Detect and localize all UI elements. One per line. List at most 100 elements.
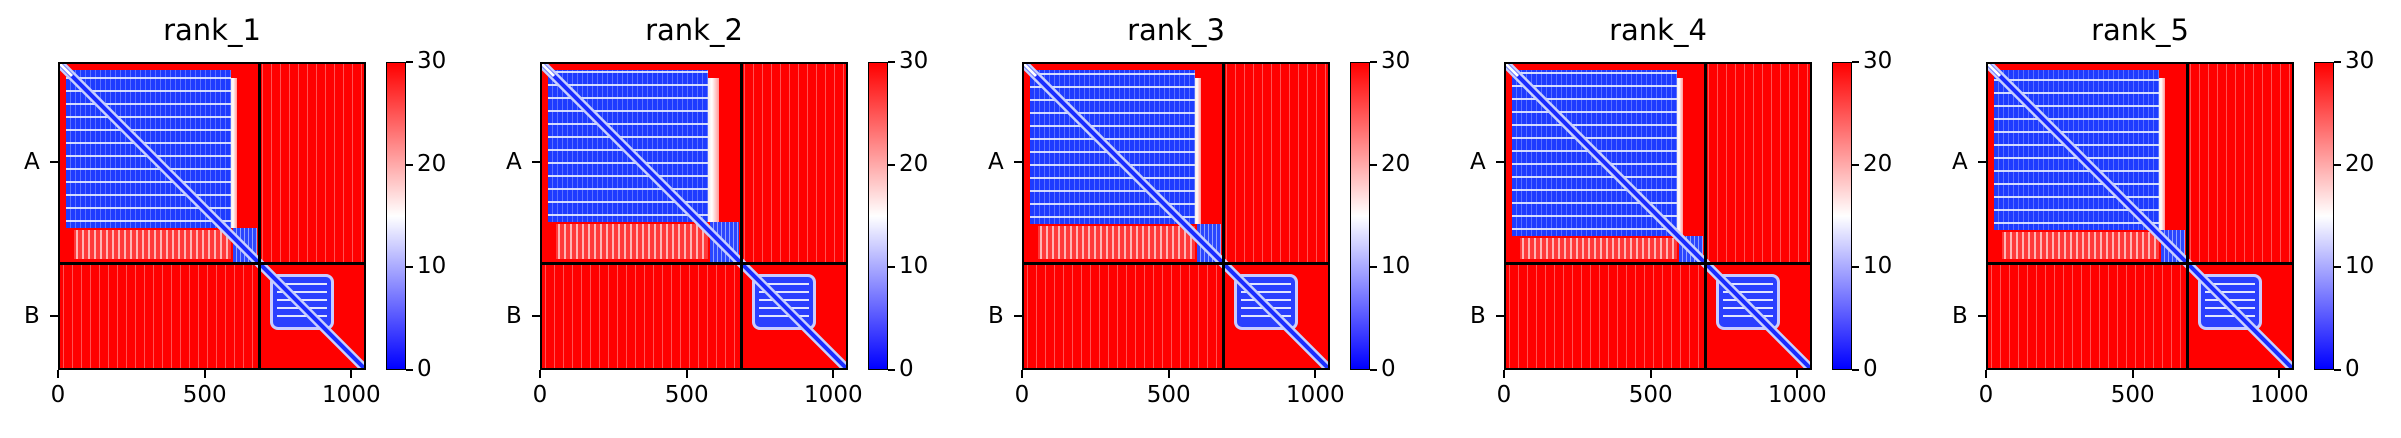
colorbar-tick-label: 30 <box>1863 48 1893 74</box>
xtick-label: 500 <box>1146 382 1191 408</box>
panel-title: rank_2 <box>645 13 743 47</box>
heatmap-block-a-b <box>1705 64 1810 264</box>
heatmap-band-chain-a <box>1677 78 1684 236</box>
ytick-label: B <box>1470 302 1486 329</box>
colorbar <box>386 62 406 370</box>
heatmap <box>58 62 366 370</box>
chain-divider-vertical <box>257 64 261 368</box>
xtick-label: 1000 <box>1286 382 1345 408</box>
xtick-label: 0 <box>1978 382 1994 408</box>
ytick-mark <box>1496 314 1504 317</box>
heatmap <box>540 62 848 370</box>
ytick-mark <box>1978 314 1986 317</box>
colorbar-tick-label: 20 <box>1863 150 1893 177</box>
colorbar <box>1350 62 1370 370</box>
xtick-mark <box>1503 370 1505 378</box>
colorbar-tick <box>406 163 413 166</box>
ytick-label: A <box>24 148 40 175</box>
xtick-mark <box>2131 370 2134 378</box>
colorbar <box>2314 62 2334 370</box>
colorbar-tick <box>1370 163 1377 166</box>
xtick-label: 0 <box>1014 382 1030 408</box>
heatmap-band-chain-a-lower <box>1520 238 1677 260</box>
heatmap-block-a-b <box>2187 64 2292 264</box>
colorbar-tick-label: 0 <box>1863 356 1878 382</box>
xtick-mark <box>1985 370 1987 378</box>
xtick-label: 0 <box>532 382 548 408</box>
heatmap-block-b-a <box>542 263 742 368</box>
chain-divider-vertical <box>739 64 743 368</box>
colorbar-tick <box>2334 369 2341 371</box>
colorbar-tick-label: 10 <box>1863 253 1893 280</box>
xtick-mark <box>685 370 688 378</box>
xtick-mark <box>203 370 206 378</box>
colorbar-tick-label: 0 <box>1381 356 1396 382</box>
ytick-mark <box>1496 160 1504 163</box>
xtick-label: 1000 <box>2250 382 2309 408</box>
colorbar-tick-label: 0 <box>417 356 432 382</box>
ytick-mark <box>1014 314 1022 317</box>
ytick-label: A <box>506 148 522 175</box>
colorbar-tick <box>406 266 413 269</box>
xtick-mark <box>1021 370 1023 378</box>
xtick-label: 500 <box>2110 382 2155 408</box>
colorbar <box>1832 62 1852 370</box>
heatmap-diagonal <box>60 64 364 368</box>
diagonal-line <box>1988 64 2292 368</box>
heatmap-band-chain-a-lower <box>2002 232 2159 260</box>
heatmap-block-a-b <box>259 64 364 264</box>
heatmap-diagonal <box>1024 64 1328 368</box>
xtick-mark <box>1649 370 1652 378</box>
colorbar-tick-label: 10 <box>899 253 929 280</box>
ytick-mark <box>1978 160 1986 163</box>
xtick-label: 1000 <box>1768 382 1827 408</box>
diagonal-start <box>1024 64 1038 78</box>
heatmap-band-chain-a-lower <box>74 230 231 260</box>
colorbar-tick-label: 10 <box>2345 253 2375 280</box>
colorbar-tick <box>1852 369 1859 371</box>
ytick-label: B <box>24 302 40 329</box>
ytick-label: B <box>988 302 1004 329</box>
ytick-label: B <box>1952 302 1968 329</box>
panel-title: rank_5 <box>2091 13 2189 47</box>
colorbar-tick <box>406 369 413 371</box>
xtick-label: 1000 <box>804 382 863 408</box>
colorbar-tick <box>1370 266 1377 269</box>
xtick-label: 500 <box>1628 382 1673 408</box>
colorbar-tick <box>406 61 413 63</box>
xtick-mark <box>832 370 835 378</box>
colorbar-tick <box>888 163 895 166</box>
diagonal-line <box>60 64 364 368</box>
ytick-label: A <box>1470 148 1486 175</box>
colorbar-tick-label: 10 <box>417 253 447 280</box>
colorbar-tick-label: 30 <box>1381 48 1411 74</box>
heatmap-diagonal <box>1506 64 1810 368</box>
colorbar-tick-label: 20 <box>1381 150 1411 177</box>
heatmap-block-b-a <box>1506 263 1706 368</box>
xtick-label: 0 <box>50 382 66 408</box>
heatmap-band-chain-a-lower <box>1038 226 1195 260</box>
colorbar-tick-label: 0 <box>899 356 914 382</box>
diagonal-line <box>1506 64 1810 368</box>
xtick-label: 500 <box>664 382 709 408</box>
chain-divider-horizontal <box>1506 261 1810 265</box>
panel-title: rank_1 <box>163 13 261 47</box>
colorbar-tick-label: 20 <box>417 150 447 177</box>
ytick-label: A <box>988 148 1004 175</box>
heatmap-band-chain-a <box>1195 78 1202 224</box>
heatmap-band-chain-a <box>708 78 720 222</box>
chain-divider-vertical <box>2185 64 2189 368</box>
ytick-label: B <box>506 302 522 329</box>
xtick-mark <box>1796 370 1799 378</box>
colorbar-tick <box>2334 61 2341 63</box>
heatmap-block-b-a <box>1024 263 1224 368</box>
ytick-mark <box>50 314 58 317</box>
chain-divider-horizontal <box>1024 261 1328 265</box>
ytick-mark <box>1014 160 1022 163</box>
colorbar-tick <box>1370 369 1377 371</box>
colorbar-tick-label: 30 <box>2345 48 2375 74</box>
colorbar-tick <box>1370 61 1377 63</box>
colorbar-tick <box>888 61 895 63</box>
chain-divider-horizontal <box>60 261 364 265</box>
